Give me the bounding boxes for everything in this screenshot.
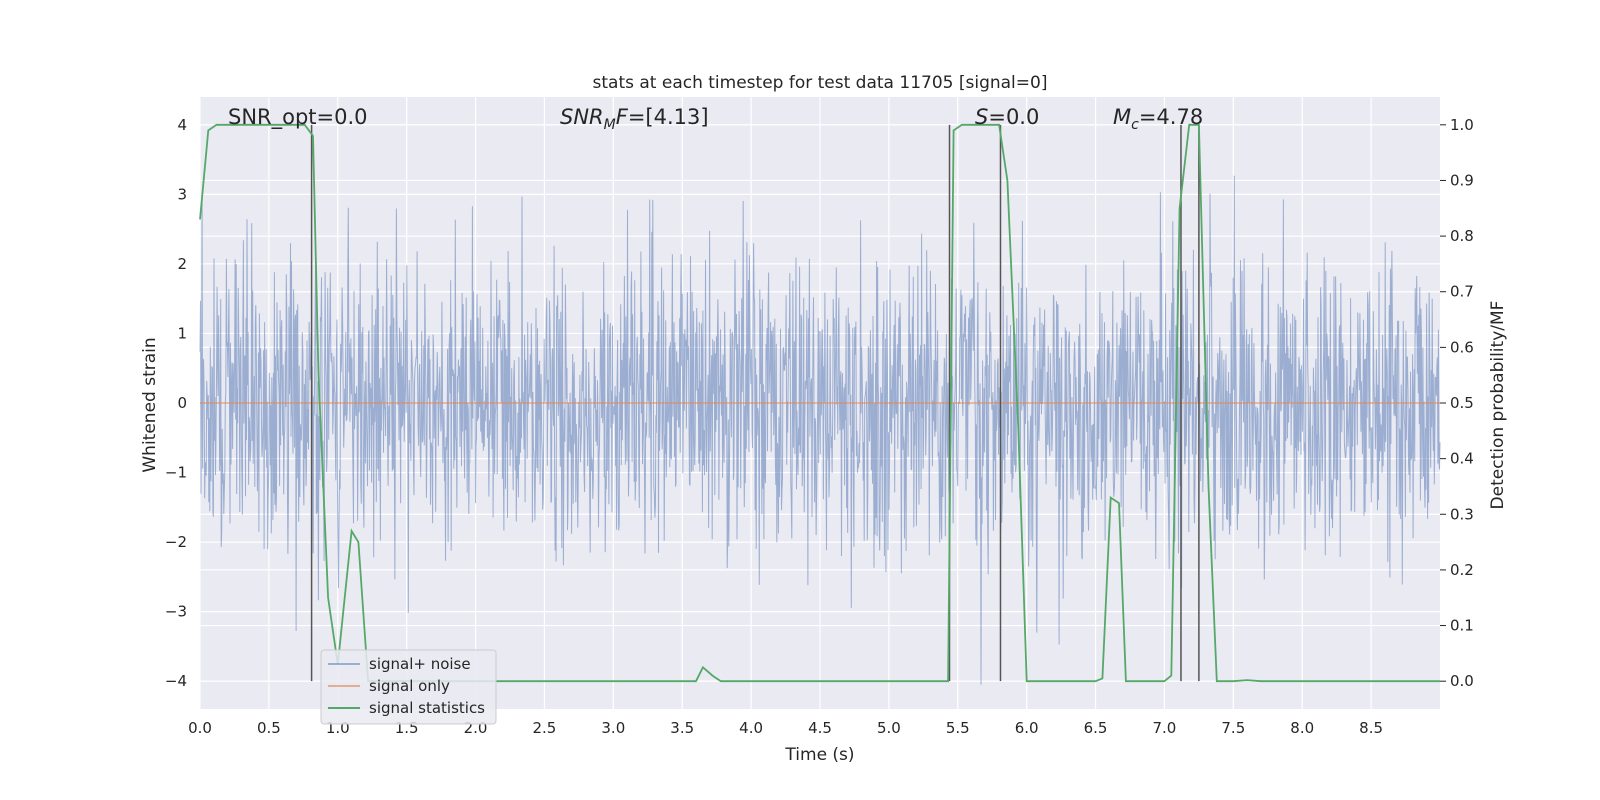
y-right-tick-label: 0.0 <box>1450 672 1474 690</box>
y-right-tick-label: 0.7 <box>1450 283 1474 301</box>
x-tick-label: 2.5 <box>533 719 557 737</box>
y-left-tick-label: −2 <box>165 533 187 551</box>
y-left-tick-label: 3 <box>177 185 187 203</box>
x-tick-label: 7.5 <box>1221 719 1245 737</box>
y-right-axis-label: Detection probability/MF <box>1488 301 1508 510</box>
y-right-tick-label: 0.5 <box>1450 394 1474 412</box>
y-right-tick-label: 0.2 <box>1450 561 1474 579</box>
x-tick-label: 0.5 <box>257 719 281 737</box>
y-left-tick-label: 0 <box>177 394 187 412</box>
signal-noise-line <box>199 175 1441 685</box>
annotation-s: S=0.0 <box>975 105 1039 129</box>
y-left-tick-label: 4 <box>177 116 187 134</box>
signal-noise-series <box>199 175 1441 685</box>
x-tick-label: 4.5 <box>808 719 832 737</box>
legend-label-signal-noise: signal+ noise <box>369 655 471 673</box>
y-right-tick-label: 0.1 <box>1450 617 1474 635</box>
y-left-axis-label: Whitened strain <box>140 337 160 472</box>
x-tick-label: 6.5 <box>1084 719 1108 737</box>
chart-title: stats at each timestep for test data 117… <box>593 73 1048 93</box>
annotation-mc: Mc=4.78 <box>1113 105 1203 133</box>
y-left-axis-ticks: 4 3 2 1 0 −1 −2 −3 −4 <box>165 116 187 690</box>
x-tick-label: 5.0 <box>877 719 901 737</box>
legend: signal+ noise signal only signal statist… <box>320 649 497 725</box>
y-left-tick-label: −1 <box>165 464 187 482</box>
x-axis-label: Time (s) <box>784 745 854 765</box>
x-tick-label: 4.0 <box>739 719 763 737</box>
y-left-tick-label: 1 <box>177 324 187 342</box>
annotation-snr-mf: SNRMF=[4.13] <box>560 105 709 133</box>
legend-label-signal-only: signal only <box>369 677 450 695</box>
x-tick-label: 8.0 <box>1290 719 1314 737</box>
annotation-snr-opt: SNR_opt=0.0 <box>228 105 368 130</box>
signal-statistics-series <box>199 123 1440 683</box>
legend-box <box>320 649 497 725</box>
x-tick-label: 3.0 <box>601 719 625 737</box>
y-right-tick-label: 1.0 <box>1450 116 1474 134</box>
x-tick-label: 6.0 <box>1015 719 1039 737</box>
x-tick-label: 5.5 <box>946 719 970 737</box>
y-right-tick-label: 0.4 <box>1450 450 1474 468</box>
y-left-tick-label: 2 <box>177 255 187 273</box>
y-right-tick-label: 0.8 <box>1450 227 1474 245</box>
signal-statistics-line <box>199 123 1440 683</box>
y-right-tick-label: 0.6 <box>1450 338 1474 356</box>
legend-label-signal-statistics: signal statistics <box>369 699 485 717</box>
y-left-tick-label: −4 <box>165 672 187 690</box>
y-left-tick-label: −3 <box>165 603 187 621</box>
x-tick-label: 3.5 <box>670 719 694 737</box>
x-tick-label: 8.5 <box>1359 719 1383 737</box>
y-right-axis-ticks: 1.0 0.9 0.8 0.7 0.6 0.5 0.4 0.3 0.2 0.1 0.0 <box>1440 116 1474 690</box>
x-tick-label: 7.0 <box>1153 719 1177 737</box>
x-tick-label: 0.0 <box>188 719 212 737</box>
y-right-tick-label: 0.9 <box>1450 171 1474 189</box>
y-right-tick-label: 0.3 <box>1450 505 1474 523</box>
